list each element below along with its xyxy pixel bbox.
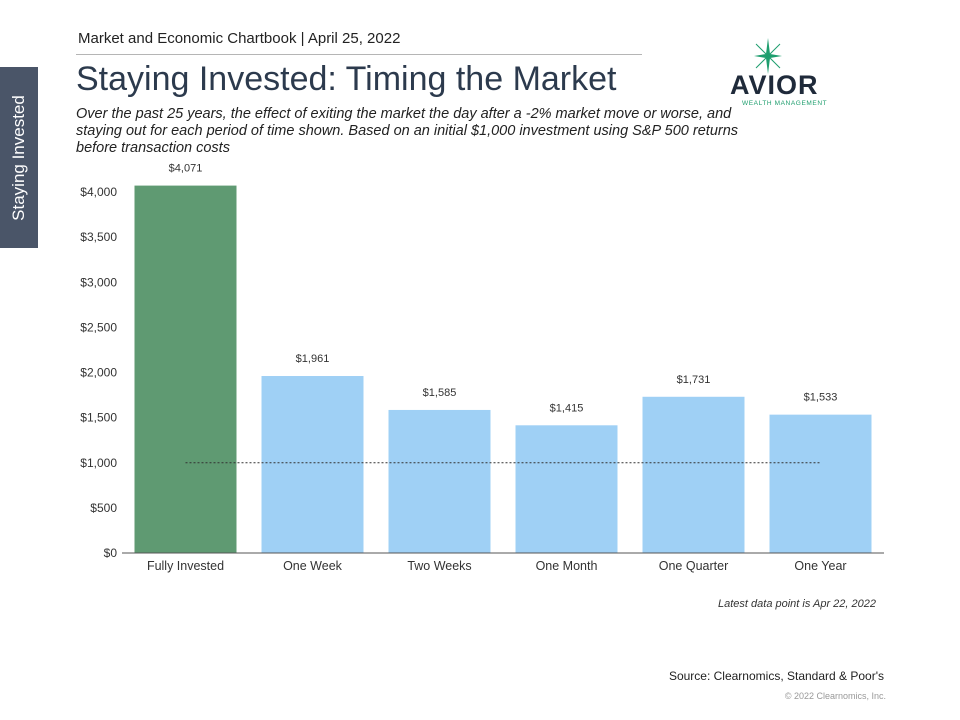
y-tick-label: $0 xyxy=(104,546,118,560)
y-tick-label: $3,000 xyxy=(80,275,117,289)
page-title: Staying Invested: Timing the Market xyxy=(76,60,617,98)
bars: $4,071 $1,961 $1,585 $1,415 $1,731 $1,533 xyxy=(134,163,872,553)
page-subtitle: Over the past 25 years, the effect of ex… xyxy=(76,106,739,156)
x-axis: Fully Invested One Week Two Weeks One Month… xyxy=(122,552,884,573)
bar xyxy=(261,376,364,553)
header-divider xyxy=(76,54,642,55)
x-tick-label: One Month xyxy=(536,559,598,573)
source-note: Source: Clearnomics, Standard & Poor's xyxy=(668,669,884,683)
bar-value-label: $1,961 xyxy=(296,353,330,365)
bar xyxy=(769,414,872,553)
side-tab: Staying Invested xyxy=(0,67,38,248)
y-axis: $0 $500 $1,000 $1,500 $2,000 $2,500 $3,000 $3,5… xyxy=(80,185,117,560)
y-tick-label: $2,000 xyxy=(80,366,117,380)
bar xyxy=(134,185,237,553)
bar-value-label: $4,071 xyxy=(169,163,203,175)
y-tick-label: $1,500 xyxy=(80,411,117,425)
bar-value-label: $1,585 xyxy=(423,387,457,399)
x-tick-label: One Quarter xyxy=(659,559,728,573)
bar-value-label: $1,415 xyxy=(550,402,584,414)
logo-tagline: WEALTH MANAGEMENT xyxy=(742,100,827,107)
copyright: © 2022 Clearnomics, Inc. xyxy=(784,691,886,701)
avior-logo: AVIOR WEALTH MANAGEMENT xyxy=(730,38,827,107)
y-tick-label: $500 xyxy=(90,501,117,515)
y-tick-label: $1,000 xyxy=(80,456,117,470)
y-tick-label: $4,000 xyxy=(80,185,117,199)
star-icon xyxy=(754,38,782,74)
x-tick-label: Two Weeks xyxy=(407,559,471,573)
chartbook-header: Market and Economic Chartbook | April 25… xyxy=(78,30,401,47)
x-tick-label: One Year xyxy=(794,559,846,573)
x-tick-label: One Week xyxy=(283,559,343,573)
logo-name: AVIOR xyxy=(730,70,819,100)
x-tick-label: Fully Invested xyxy=(147,559,224,573)
y-tick-label: $2,500 xyxy=(80,320,117,334)
latest-data-note: Latest data point is Apr 22, 2022 xyxy=(718,598,876,610)
bar-value-label: $1,533 xyxy=(804,392,838,404)
bar-value-label: $1,731 xyxy=(677,374,711,386)
bar xyxy=(642,396,745,553)
y-tick-label: $3,500 xyxy=(80,230,117,244)
bar xyxy=(388,409,491,553)
bar xyxy=(515,425,618,553)
